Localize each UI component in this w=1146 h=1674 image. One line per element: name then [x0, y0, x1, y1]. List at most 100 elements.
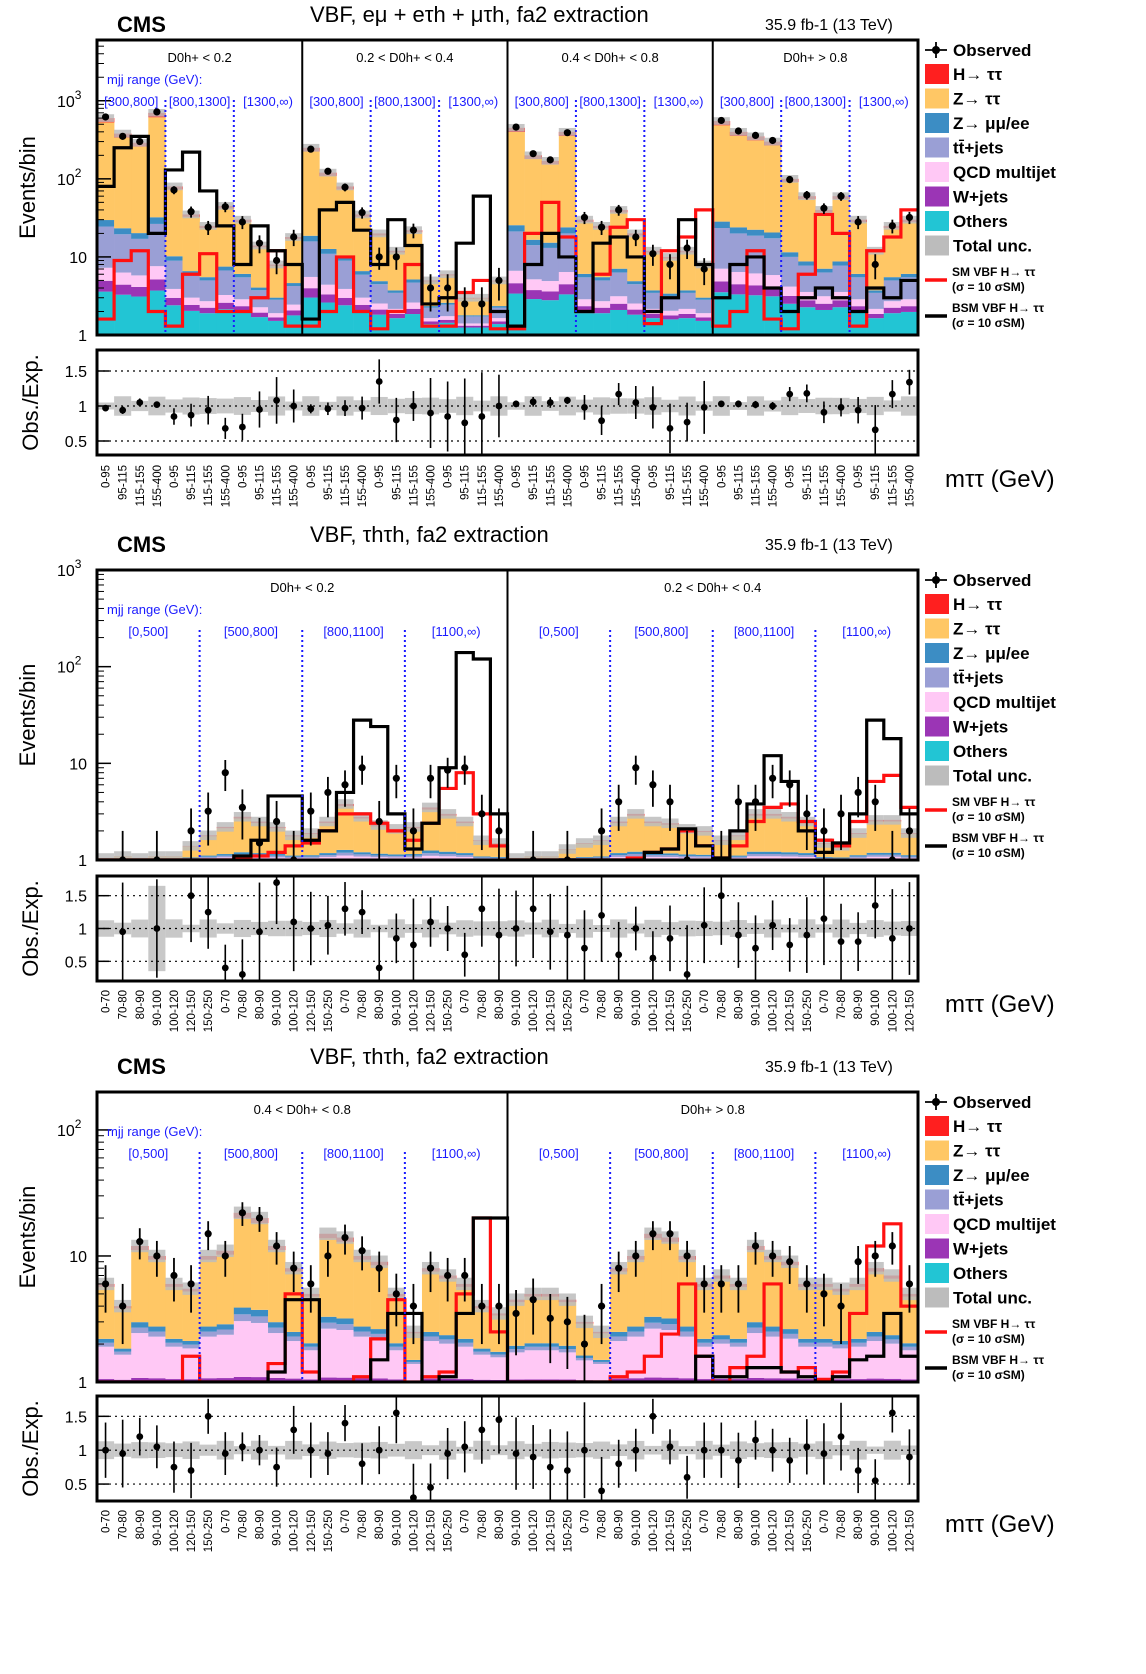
ratio-point — [512, 925, 520, 932]
legend-label: Z→ μμ/ee — [953, 114, 1030, 133]
mjj-range: [0,500] — [539, 624, 579, 639]
x-tick-label: 80-90 — [733, 990, 745, 1019]
ratio-point — [187, 411, 195, 419]
bar-oth — [131, 296, 149, 335]
unc-band — [165, 851, 183, 860]
x-tick-label: 115-155 — [682, 465, 694, 506]
bar-zll — [764, 851, 782, 855]
ratio-unc — [644, 1445, 662, 1455]
observed-point — [290, 233, 298, 241]
legend-label: Z→ ττ — [953, 1142, 1001, 1161]
observed-point — [888, 222, 896, 230]
bar-ztt — [610, 212, 628, 269]
bar-ztt — [250, 1222, 269, 1310]
mjj-label: mjj range (GeV): — [107, 1124, 202, 1139]
mjj-range: [1300,∞) — [243, 94, 293, 109]
observed-point — [615, 206, 623, 214]
bar-oth — [319, 302, 337, 335]
bar-qcd — [610, 856, 628, 860]
observed-point — [409, 1302, 418, 1310]
ratio-tick-label: 0.5 — [65, 434, 87, 451]
bar-tt — [729, 233, 748, 273]
legend-swatch-wj — [925, 716, 949, 737]
observed-point — [529, 1296, 537, 1304]
observed-point — [751, 131, 760, 140]
bar-zll — [781, 852, 799, 855]
ratio-point — [358, 908, 366, 916]
x-tick-label: 95-115 — [391, 465, 403, 500]
x-tick-label: 100-120 — [289, 1510, 301, 1552]
bar-ztt — [319, 1238, 337, 1317]
y-axis-label: Events/bin — [15, 136, 40, 239]
observed-point — [170, 186, 178, 194]
bar-wj — [268, 1377, 286, 1382]
bar-tt — [456, 1342, 474, 1347]
x-tick-label: 120-150 — [545, 1510, 557, 1552]
observed-point — [717, 116, 725, 125]
bar-tt — [815, 1342, 833, 1347]
cms-label: CMS — [117, 532, 166, 557]
ratio-point — [820, 1450, 828, 1457]
x-tick-label: 0-95 — [237, 465, 249, 488]
observed-point — [478, 1302, 486, 1310]
bar-ztt — [644, 252, 662, 291]
bar-tt — [558, 233, 577, 273]
ratio-point — [238, 423, 246, 431]
unc-band — [541, 1287, 559, 1301]
observed-point — [358, 1247, 366, 1255]
x-tick-label: 80-90 — [614, 1510, 626, 1539]
bar-oth — [387, 318, 406, 335]
ratio-point — [803, 931, 811, 939]
bar-tt — [661, 295, 679, 311]
ratio-point — [803, 1443, 811, 1451]
observed-point — [170, 1271, 178, 1280]
observed-point — [700, 265, 708, 273]
x-tick-label: 95-115 — [802, 465, 814, 500]
bar-zll — [524, 239, 542, 246]
legend-swatch-unc — [925, 235, 949, 256]
bar-wj — [233, 306, 252, 312]
bar-ztt — [404, 1333, 423, 1360]
bar-tt — [285, 1336, 303, 1342]
bar-qcd — [849, 299, 867, 307]
x-tick-label: 150-250 — [562, 990, 574, 1032]
unc-band — [319, 816, 337, 827]
ratio-panel: 0.5 1 1.5 Obs./Exp. — [18, 348, 920, 457]
bar-tt — [148, 223, 166, 267]
bar-wj — [319, 1377, 337, 1382]
observed-point — [392, 774, 400, 782]
bar-qcd — [439, 856, 457, 860]
bar-ztt — [712, 125, 731, 222]
x-tick-label: 90-100 — [272, 1510, 284, 1546]
bar-qcd — [233, 1321, 252, 1377]
bar-qcd — [319, 284, 337, 295]
ratio-point — [324, 1450, 332, 1457]
observed-point — [478, 810, 486, 818]
observed-point — [888, 1242, 896, 1250]
legend-label: SM VBF H→ ττ — [952, 265, 1036, 279]
bar-tt — [302, 856, 320, 858]
x-tick-label: 0-70 — [340, 990, 352, 1013]
bar-tt — [268, 1327, 286, 1334]
bar-qcd — [148, 266, 166, 280]
bar-zll — [182, 1340, 200, 1345]
bar-ztt — [285, 238, 303, 284]
x-tick-label: 0-95 — [579, 465, 591, 488]
bar-ztt — [268, 1250, 286, 1323]
x-tick-label: 0-95 — [511, 465, 523, 488]
bar-qcd — [729, 272, 748, 285]
bar-qcd — [268, 313, 286, 318]
bar-ztt — [746, 815, 765, 852]
lumi-label: 35.9 fb-1 (13 TeV) — [765, 1059, 893, 1076]
x-tick-label: 0-95 — [443, 465, 455, 488]
bar-qcd — [387, 1350, 406, 1380]
legend-swatch-unc — [925, 1287, 949, 1308]
observed-point — [307, 145, 315, 153]
bar-qcd — [746, 856, 765, 860]
bar-tt — [832, 1344, 850, 1349]
bar-tt — [473, 1351, 491, 1355]
bar-ztt — [678, 1259, 696, 1327]
x-tick-label: 90-100 — [511, 1510, 523, 1546]
bar-zll — [866, 1331, 885, 1337]
observed-point — [563, 129, 571, 137]
